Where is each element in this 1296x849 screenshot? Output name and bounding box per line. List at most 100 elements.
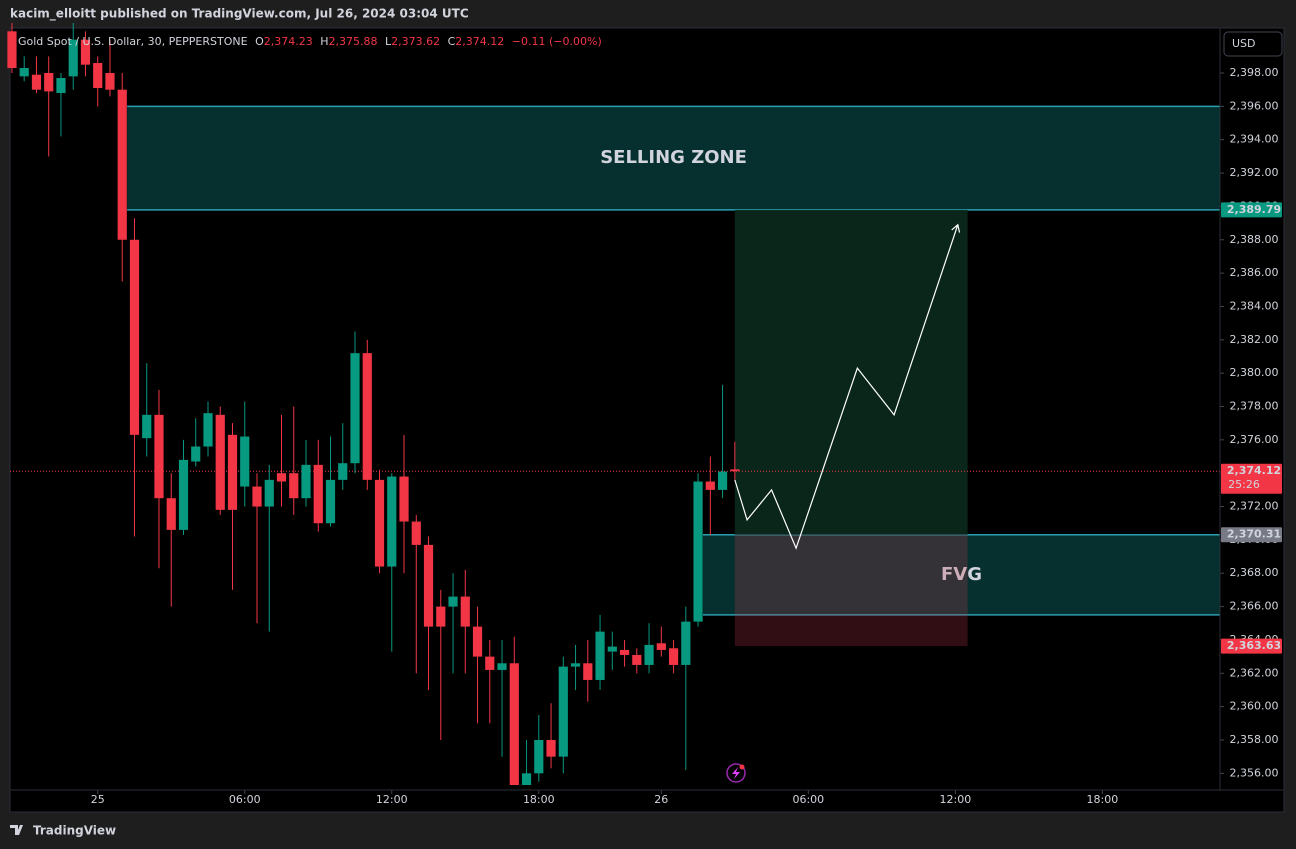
candle-body (668, 648, 679, 665)
candle-body (227, 434, 238, 510)
candle-body (619, 649, 630, 655)
candle-body (93, 63, 103, 89)
y-tick-label: 2,386.00 (1230, 266, 1279, 279)
tv-logo (10, 825, 23, 835)
zone (702, 534, 1220, 615)
y-tick-label: 2,366.00 (1230, 600, 1279, 613)
candle-body (509, 663, 519, 785)
candle-body (436, 606, 446, 627)
candle-body (338, 463, 348, 480)
lightning-icon (726, 763, 746, 783)
candle-body (325, 479, 336, 524)
zone-label: FVG (941, 564, 982, 585)
candle-body (632, 654, 642, 665)
legend-key: C (448, 35, 456, 48)
candle-body (44, 73, 54, 92)
zone-label: SELLING ZONE (600, 147, 747, 168)
x-tick-label: 12:00 (940, 793, 972, 806)
candle-body (129, 239, 140, 435)
y-tick-label: 2,384.00 (1230, 299, 1279, 312)
candle-body (374, 479, 385, 567)
candle-body (154, 414, 164, 499)
y-tick-label: 2,376.00 (1230, 433, 1279, 446)
candle-body (521, 773, 532, 785)
price-label: 2,374.12 (1227, 464, 1281, 477)
candle-body (497, 663, 507, 670)
legend-change: −0.11 (−0.00%) (512, 35, 602, 48)
x-tick-label: 18:00 (1087, 793, 1119, 806)
candle-body (546, 739, 556, 757)
candle-body (387, 476, 397, 567)
candle-body (215, 414, 225, 510)
y-tick-label: 2,368.00 (1230, 566, 1279, 579)
currency-button[interactable] (1223, 31, 1283, 57)
candle-body (362, 353, 372, 480)
candle-body (19, 68, 29, 77)
candle-body (178, 459, 189, 530)
x-tick-label: 25 (91, 793, 105, 806)
candle-body (607, 646, 617, 652)
candle-body (166, 498, 176, 530)
price-label-box (1221, 638, 1282, 654)
x-tick-label: 26 (654, 793, 668, 806)
projection-arrowhead (951, 223, 961, 233)
candle-body (301, 464, 311, 499)
candle-body (7, 31, 17, 69)
candle-body (240, 436, 250, 487)
y-tick-label: 2,398.00 (1230, 66, 1279, 79)
candle-body (203, 413, 213, 447)
zone (127, 106, 1220, 210)
y-tick-label: 2,360.00 (1230, 700, 1279, 713)
candle-body (717, 471, 728, 490)
price-label-box (1221, 527, 1282, 543)
y-tick-label: 2,394.00 (1230, 133, 1279, 146)
candle-body (460, 596, 470, 627)
candle-body (693, 481, 703, 622)
candle-body (423, 544, 434, 627)
candle-body (730, 469, 740, 472)
candle-body (68, 39, 78, 77)
legend-value: 2,374.12 (455, 35, 504, 48)
legend-value: 2,374.23 (264, 35, 313, 48)
candle-body (105, 73, 115, 90)
y-tick-label: 2,388.00 (1230, 233, 1279, 246)
price-countdown: 25:26 (1228, 478, 1260, 491)
header: kacim_elloitt published on TradingView.c… (10, 7, 469, 22)
y-tick-label: 2,380.00 (1230, 366, 1279, 379)
candle-body (534, 739, 544, 774)
candle-body (448, 596, 458, 607)
y-tick-label: 2,362.00 (1230, 666, 1279, 679)
legend-key: L (385, 35, 392, 48)
candle-body (264, 479, 274, 507)
price-label: 2,363.63 (1227, 639, 1281, 652)
position-loss (734, 534, 968, 647)
legend: Gold Spot / U.S. Dollar, 30, PEPPERSTONE… (18, 35, 602, 48)
legend-value: 2,373.62 (391, 35, 440, 48)
x-tick-label: 12:00 (376, 793, 408, 806)
x-tick-label: 06:00 (792, 793, 824, 806)
price-label: 2,389.79 (1227, 203, 1281, 216)
candle-body (570, 663, 581, 667)
legend-key: H (320, 35, 328, 48)
y-tick-label: 2,382.00 (1230, 333, 1279, 346)
candle-body (411, 521, 421, 545)
candle-body (350, 353, 360, 464)
candle-body (472, 626, 483, 657)
candle-body (583, 663, 593, 680)
candle-body (705, 481, 715, 490)
y-tick-label: 2,358.00 (1230, 733, 1279, 746)
price-label-box (1221, 463, 1282, 494)
y-tick-label: 2,356.00 (1230, 766, 1279, 779)
candle-body (399, 476, 409, 522)
x-tick-label: 06:00 (229, 793, 261, 806)
candle-body (276, 473, 287, 482)
price-label-box (1221, 202, 1282, 218)
candle-body (681, 621, 691, 665)
y-tick-label: 2,392.00 (1230, 166, 1279, 179)
candle-body (595, 631, 605, 680)
projection-path (734, 224, 959, 550)
currency-label[interactable]: USD (1232, 37, 1256, 50)
candle-body (252, 486, 262, 507)
candle-body (80, 39, 91, 65)
